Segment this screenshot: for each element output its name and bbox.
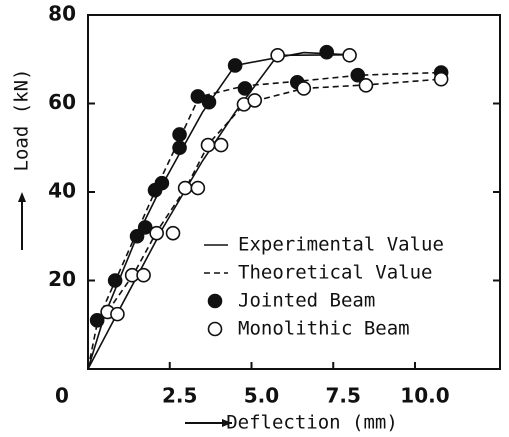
legend-bg bbox=[200, 261, 490, 285]
legend-label: Theoretical Value bbox=[238, 262, 432, 284]
data-point bbox=[270, 47, 285, 63]
legend-marker bbox=[207, 321, 223, 337]
data-point bbox=[136, 267, 151, 283]
data-point bbox=[247, 93, 263, 108]
data-point bbox=[137, 220, 153, 235]
data-point bbox=[213, 137, 229, 153]
legend-marker bbox=[207, 293, 223, 309]
y-axis-label: Load (kN) bbox=[11, 69, 33, 172]
data-point bbox=[172, 140, 187, 156]
data-point bbox=[110, 306, 125, 322]
legend-label: Jointed Beam bbox=[238, 290, 375, 312]
data-point bbox=[107, 273, 123, 288]
curve bbox=[87, 71, 442, 370]
data-point bbox=[200, 137, 216, 153]
data-point bbox=[319, 44, 334, 60]
y-arrow-head bbox=[18, 192, 26, 202]
x-arrow-head bbox=[222, 419, 232, 427]
data-point bbox=[358, 78, 374, 93]
data-point bbox=[237, 81, 253, 96]
data-point bbox=[129, 228, 145, 244]
x-tick-label: 10.0 bbox=[400, 384, 449, 408]
data-point bbox=[201, 94, 217, 110]
legend-bg bbox=[200, 317, 490, 341]
curve bbox=[106, 78, 442, 312]
data-point bbox=[227, 58, 243, 73]
data-point bbox=[149, 225, 164, 241]
data-point bbox=[165, 225, 181, 241]
y-tick-label: 40 bbox=[48, 179, 76, 203]
x-tick-label: 7.5 bbox=[326, 384, 361, 408]
data-point bbox=[190, 180, 206, 196]
data-point bbox=[154, 175, 170, 191]
y-tick-label: 60 bbox=[48, 90, 76, 114]
x-tick-label: 5.0 bbox=[244, 384, 279, 408]
data-point bbox=[89, 313, 105, 328]
legend-bg bbox=[200, 289, 490, 313]
legend-bg bbox=[200, 233, 490, 257]
data-point bbox=[350, 67, 366, 83]
data-point bbox=[190, 89, 206, 104]
y-tick-label: 80 bbox=[48, 2, 76, 26]
legend-label: Experimental Value bbox=[238, 234, 444, 256]
y-tick-label: 20 bbox=[48, 267, 76, 291]
data-point bbox=[177, 180, 193, 196]
x-tick-label: 2.5 bbox=[162, 384, 197, 408]
data-point bbox=[172, 127, 187, 142]
legend-label: Monolithic Beam bbox=[238, 318, 410, 340]
data-point bbox=[342, 47, 357, 63]
data-point bbox=[296, 81, 312, 96]
x-tick-label: 0 bbox=[55, 384, 69, 408]
data-point bbox=[433, 71, 449, 87]
x-axis-label: Deflection (mm) bbox=[226, 412, 398, 434]
